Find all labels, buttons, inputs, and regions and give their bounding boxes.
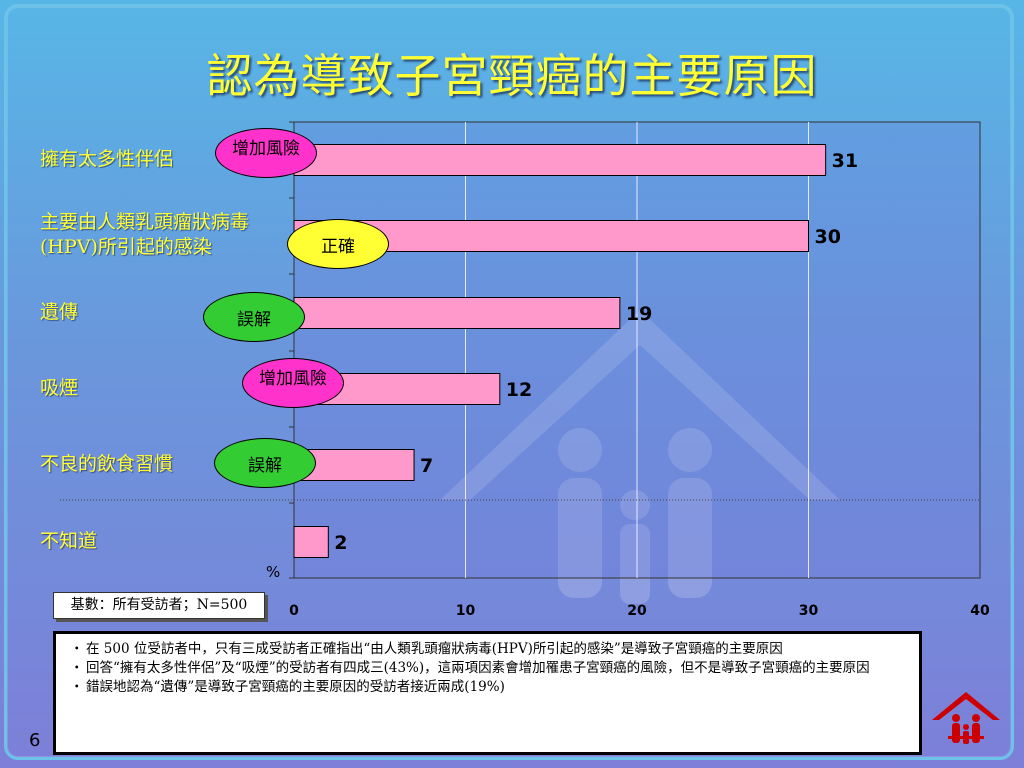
category-label-line: 不良的飲食習慣 bbox=[40, 452, 174, 475]
note-item: ・在 500 位受訪者中，只有三成受訪者正確指出“由人類乳頭瘤狀病毒(HPV)所… bbox=[70, 641, 783, 657]
bar bbox=[293, 297, 621, 329]
category-label-line: 擁有太多性伴侶 bbox=[40, 147, 174, 170]
x-tick-label: 10 bbox=[456, 603, 476, 619]
x-tick-label: 0 bbox=[289, 603, 299, 619]
tag-oval: 正確 bbox=[287, 219, 389, 269]
page-number: 6 bbox=[29, 730, 41, 751]
x-tick-label: 20 bbox=[627, 603, 647, 619]
category-label-line: 不知道 bbox=[40, 529, 98, 552]
note-text: 錯誤地認為“遺傳”是導致子宮頸癌的主要原因的受訪者接近兩成(19%) bbox=[86, 679, 505, 695]
category-label-line: (HPV)所引起的感染 bbox=[40, 236, 212, 258]
bar-value-label: 12 bbox=[506, 379, 532, 401]
note-text: 在 500 位受訪者中，只有三成受訪者正確指出“由人類乳頭瘤狀病毒(HPV)所引… bbox=[86, 641, 783, 657]
page-title: 認為導致子宮頸癌的主要原因 bbox=[206, 49, 818, 103]
category-label: 吸煙 bbox=[40, 376, 78, 401]
category-label-line: 主要由人類乳頭瘤狀病毒 bbox=[40, 211, 250, 233]
bar-value-label: 31 bbox=[832, 150, 858, 172]
tag-oval-label: 誤解 bbox=[237, 309, 271, 330]
category-label: 不良的飲食習慣 bbox=[40, 452, 173, 477]
bar-value-label: 30 bbox=[815, 226, 841, 248]
tag-oval-label: 誤解 bbox=[248, 455, 282, 476]
base-note: 基數：所有受訪者；N=500 bbox=[53, 592, 265, 619]
note-text: 回答“擁有太多性伴侶”及“吸煙”的受訪者有四成三(43%)，這兩項因素會增加罹患… bbox=[86, 660, 870, 676]
category-label-line: 遺傳 bbox=[40, 300, 79, 323]
bar-value-label: 7 bbox=[420, 455, 433, 477]
x-tick-label: 30 bbox=[799, 603, 819, 619]
tag-oval-label: 正確 bbox=[321, 236, 355, 257]
category-label: 不知道 bbox=[40, 529, 97, 554]
category-label-line: 吸煙 bbox=[40, 376, 79, 399]
category-label: 主要由人類乳頭瘤狀病毒 (HPV)所引起的感染 bbox=[40, 210, 249, 260]
slide-frame bbox=[4, 4, 1014, 760]
bar bbox=[293, 526, 329, 558]
notes-box: ・在 500 位受訪者中，只有三成受訪者正確指出“由人類乳頭瘤狀病毒(HPV)所… bbox=[53, 631, 922, 755]
tag-oval-label: 增加風險 bbox=[259, 368, 327, 389]
bar bbox=[293, 144, 827, 176]
bar-value-label: 2 bbox=[334, 532, 347, 554]
tag-oval-label: 增加風險 bbox=[232, 138, 300, 159]
family-house-logo-icon bbox=[932, 692, 1000, 744]
note-item: ・錯誤地認為“遺傳”是導致子宮頸癌的主要原因的受訪者接近兩成(19%) bbox=[70, 679, 505, 695]
tag-oval: 誤解 bbox=[214, 438, 316, 488]
tag-oval: 增加風險 bbox=[242, 358, 344, 408]
background-family-house-icon bbox=[440, 310, 840, 604]
category-label: 擁有太多性伴侶 bbox=[40, 147, 173, 172]
note-item: ・回答“擁有太多性伴侶”及“吸煙”的受訪者有四成三(43%)，這兩項因素會增加罹… bbox=[70, 660, 870, 676]
tag-oval: 誤解 bbox=[203, 292, 305, 342]
unit-label: % bbox=[266, 563, 281, 581]
category-label: 遺傳 bbox=[40, 300, 78, 325]
bar-value-label: 19 bbox=[626, 303, 652, 325]
tag-oval: 增加風險 bbox=[215, 128, 317, 178]
x-tick-label: 40 bbox=[970, 603, 990, 619]
